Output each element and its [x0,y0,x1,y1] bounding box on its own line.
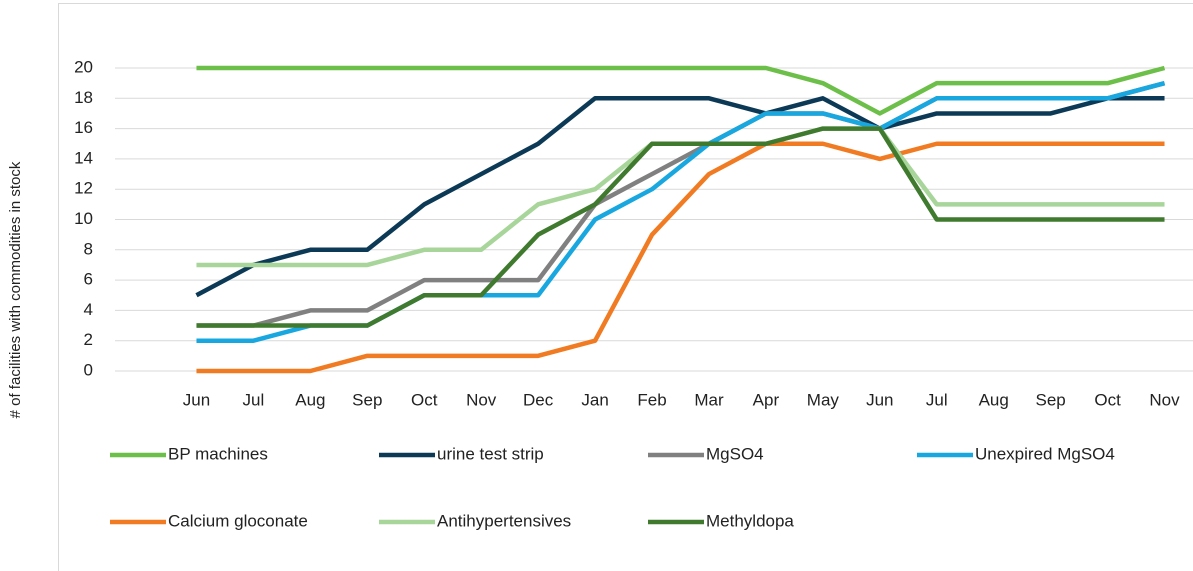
x-tick-label: May [807,390,840,409]
x-tick-label: Oct [1094,390,1121,409]
x-tick-label: Jul [926,390,948,409]
y-tick-label: 6 [84,270,93,289]
x-tick-label: Feb [637,390,666,409]
legend-label: Methyldopa [706,511,794,530]
x-tick-label: Jun [866,390,893,409]
y-tick-label: 8 [84,239,93,258]
x-tick-label: Jan [581,390,608,409]
y-tick-label: 20 [74,57,93,76]
series-line [196,126,1165,328]
series-line [196,80,1166,343]
legend-label: Calcium gloconate [168,511,308,530]
y-tick-label: 12 [74,179,93,198]
series-line [196,141,1165,374]
x-tick-label: Aug [979,390,1009,409]
x-tick-label: Oct [411,390,438,409]
y-tick-label: 14 [74,148,93,167]
legend-label: BP machines [168,444,268,463]
series-line [195,96,1165,298]
x-tick-label: Mar [694,390,724,409]
y-axis-label: # of facilities with commodities in stoc… [7,161,24,418]
x-tick-label: Sep [352,390,382,409]
y-tick-label: 2 [84,330,93,349]
x-tick-label: Nov [1149,390,1180,409]
legend-label: Unexpired MgSO4 [975,444,1115,463]
x-tick-label: Aug [295,390,325,409]
legend-label: urine test strip [437,444,544,463]
x-tick-label: Nov [466,390,497,409]
y-tick-label: 0 [84,360,93,379]
y-tick-label: 16 [74,118,93,137]
x-tick-label: Sep [1036,390,1066,409]
y-tick-label: 10 [74,209,93,228]
x-tick-label: Dec [523,390,554,409]
x-tick-label: Apr [753,390,780,409]
series-line [196,126,1165,268]
x-tick-label: Jul [243,390,265,409]
legend-label: MgSO4 [706,444,764,463]
y-tick-label: 4 [84,300,93,319]
series-line [196,65,1166,116]
y-tick-label: 18 [74,88,93,107]
legend-label: Antihypertensives [437,511,571,530]
x-tick-label: Jun [183,390,210,409]
chart-frame [58,3,1193,571]
